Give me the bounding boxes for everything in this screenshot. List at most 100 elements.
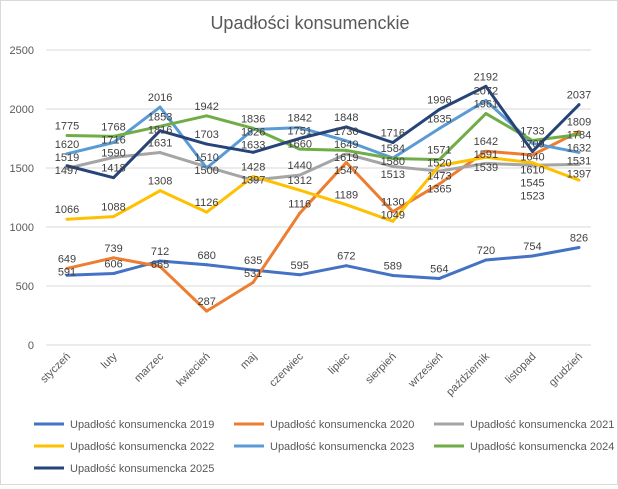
legend-item: Upadłość konsumencka 2021: [434, 419, 614, 431]
data-label: 1500: [194, 165, 218, 177]
data-label: 1809: [567, 117, 591, 129]
data-point: [65, 217, 69, 221]
data-point: [577, 162, 581, 166]
data-point: [65, 134, 69, 138]
data-label: 1826: [241, 126, 265, 138]
data-label: 2072: [474, 86, 498, 98]
data-point: [298, 273, 302, 277]
data-point: [391, 273, 395, 277]
data-point: [251, 126, 255, 130]
legend-label: Upadłość konsumencka 2020: [270, 419, 414, 431]
data-label: 1308: [148, 176, 172, 188]
data-label: 1428: [241, 161, 265, 173]
data-label: 826: [570, 233, 588, 245]
data-label: 1116: [288, 198, 311, 210]
data-point: [298, 126, 302, 130]
data-label: 1418: [101, 163, 125, 175]
data-point: [158, 259, 162, 263]
data-point: [484, 149, 488, 153]
legend-label: Upadłość konsumencka 2021: [470, 419, 614, 431]
data-point: [112, 256, 116, 260]
data-label: 1730: [334, 126, 358, 138]
data-point: [158, 265, 162, 269]
y-tick-label: 2000: [10, 104, 34, 116]
data-point: [437, 158, 441, 162]
data-label: 1816: [148, 124, 172, 136]
series-line-3: [66, 155, 580, 223]
data-label: 1709: [520, 139, 544, 151]
x-tick-label: marzec: [132, 350, 166, 384]
data-point: [577, 130, 581, 134]
data-point: [344, 139, 348, 143]
data-label: 1942: [194, 101, 218, 113]
data-point: [344, 160, 348, 164]
x-tick-label: czerwiec: [267, 350, 306, 389]
data-label: 1610: [520, 165, 544, 177]
data-point: [65, 273, 69, 277]
x-tick-label: listopad: [503, 351, 538, 386]
data-label: 564: [430, 263, 448, 275]
data-label: 1189: [334, 190, 358, 202]
data-point: [530, 149, 534, 153]
data-label: 1049: [381, 210, 405, 222]
data-point: [112, 215, 116, 219]
data-point: [158, 151, 162, 155]
data-point: [577, 132, 581, 136]
data-point: [205, 263, 209, 267]
data-label: 1523: [520, 191, 544, 203]
data-label: 1632: [567, 143, 591, 155]
data-point: [251, 178, 255, 182]
series-line-1: [66, 130, 580, 313]
legend-item: Upadłość konsumencka 2020: [234, 419, 414, 431]
data-point: [251, 280, 255, 284]
data-label: 1545: [520, 178, 544, 190]
data-point: [112, 176, 116, 180]
data-point: [437, 164, 441, 168]
data-label: 1784: [567, 130, 591, 142]
data-label: 1130: [381, 197, 405, 209]
data-label: 1126: [195, 197, 219, 209]
y-tick-label: 2500: [10, 45, 34, 57]
data-label: 1066: [55, 204, 79, 216]
data-point: [205, 142, 209, 146]
data-label: 1619: [334, 152, 358, 164]
data-point: [484, 84, 488, 88]
data-point: [577, 246, 581, 250]
data-label: 1775: [55, 121, 79, 133]
data-label: 1768: [101, 121, 125, 133]
data-point: [530, 254, 534, 258]
legend-item: Upadłość konsumencka 2025: [34, 463, 214, 475]
data-label: 606: [104, 258, 122, 270]
data-point: [112, 141, 116, 145]
data-point: [484, 155, 488, 159]
data-point: [344, 125, 348, 129]
data-label: 1440: [287, 160, 311, 172]
legend-label: Upadłość konsumencka 2023: [270, 441, 414, 453]
data-label: 1848: [334, 112, 358, 124]
data-point: [158, 124, 162, 128]
data-label: 1519: [55, 152, 79, 164]
data-point: [577, 178, 581, 182]
legend-item: Upadłość konsumencka 2019: [34, 419, 214, 431]
data-label: 2192: [474, 71, 498, 83]
chart-title: Upadłości konsumenckie: [210, 13, 409, 33]
y-tick-label: 1500: [10, 163, 34, 175]
data-label: 754: [523, 241, 541, 253]
data-label: 1649: [334, 139, 358, 151]
legend-item: Upadłość konsumencka 2022: [34, 441, 214, 453]
data-point: [437, 107, 441, 111]
x-tick-label: maj: [238, 351, 259, 372]
data-label: 1513: [381, 169, 405, 181]
series-line-5: [66, 112, 580, 162]
legend-label: Upadłość konsumencka 2019: [70, 419, 214, 431]
data-point: [251, 268, 255, 272]
legend-label: Upadłość konsumencka 2025: [70, 463, 214, 475]
data-point: [298, 211, 302, 215]
data-label: 1088: [101, 202, 125, 214]
data-label: 1620: [55, 139, 79, 151]
data-label: 1842: [287, 113, 311, 125]
data-point: [530, 139, 534, 143]
data-point: [391, 210, 395, 214]
